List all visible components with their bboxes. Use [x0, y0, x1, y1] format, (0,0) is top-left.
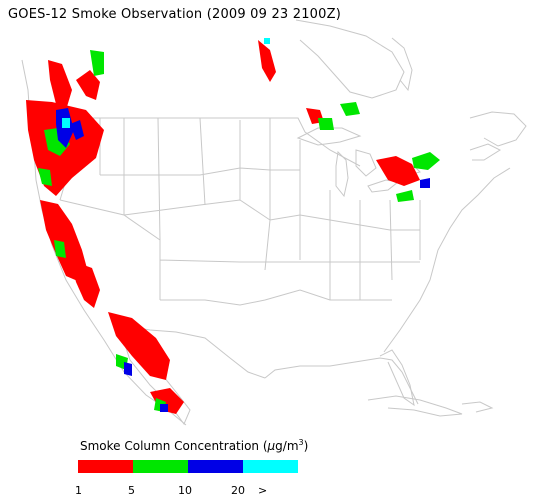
- smoke-moderate-lakes: [318, 118, 334, 130]
- legend-tick-10: 10: [178, 484, 192, 497]
- smoke-high: [56, 108, 430, 412]
- map-title: GOES-12 Smoke Observation (2009 09 23 21…: [8, 7, 341, 22]
- smoke-moderate-bc: [90, 50, 104, 76]
- legend-bin-1-5: [78, 460, 133, 473]
- east-coastline: [383, 167, 511, 353]
- smoke-nw-interior: [76, 70, 100, 100]
- legend-bin-5-10: [133, 460, 188, 473]
- smoke-moderate-ontario: [412, 152, 440, 170]
- smoke-moderate-pnw: [44, 128, 70, 156]
- smoke-high-baja: [160, 404, 168, 412]
- legend-tick-20: 20: [231, 484, 245, 497]
- smoke-high-ontario: [420, 178, 430, 188]
- legend-bin-10-20: [188, 460, 243, 473]
- smoke-high-socal: [124, 362, 132, 376]
- newfoundland: [469, 111, 527, 147]
- smoke-low: [26, 40, 420, 414]
- legend-bin-20-plus: [243, 460, 298, 473]
- lake-superior: [296, 127, 362, 146]
- legend-tick-1: 1: [75, 484, 82, 497]
- legend-tick-gt: >: [258, 484, 268, 497]
- smoke-very-high-bc: [264, 38, 270, 44]
- smoke-bc-north: [258, 40, 276, 82]
- legend-colorbar: [78, 460, 298, 473]
- smoke-baja-south: [150, 388, 184, 414]
- gulf-coastline: [264, 357, 419, 405]
- smoke-southern-california: [108, 312, 170, 380]
- northern-island: [391, 37, 413, 92]
- cuba: [367, 395, 463, 417]
- florida: [379, 349, 415, 407]
- smoke-very-high: [62, 38, 270, 128]
- smoke-moderate-east: [396, 190, 414, 202]
- smoke-very-high-pnw: [62, 118, 70, 128]
- smoke-moderate-quebec: [340, 102, 360, 116]
- smoke-north-california: [40, 200, 88, 282]
- legend-tick-5: 5: [128, 484, 135, 497]
- legend-title: Smoke Column Concentration (μg/m3): [80, 438, 309, 453]
- hispaniola: [461, 401, 494, 413]
- us-mexico-border: [119, 324, 266, 379]
- hudson-bay: [295, 19, 405, 99]
- smoke-moderate-oregon: [38, 168, 52, 186]
- nova-scotia: [469, 143, 502, 161]
- canada-us-border: [40, 117, 361, 167]
- state-boundaries: [59, 117, 421, 306]
- smoke-california-central: [70, 260, 100, 308]
- smoke-great-lakes: [376, 156, 420, 186]
- smoke-moderate-california: [54, 240, 66, 258]
- smoke-bc-coast: [48, 60, 72, 110]
- lake-michigan: [335, 150, 349, 198]
- lake-huron: [355, 149, 377, 177]
- smoke-high-oregon: [70, 120, 84, 140]
- lake-erie: [367, 179, 400, 193]
